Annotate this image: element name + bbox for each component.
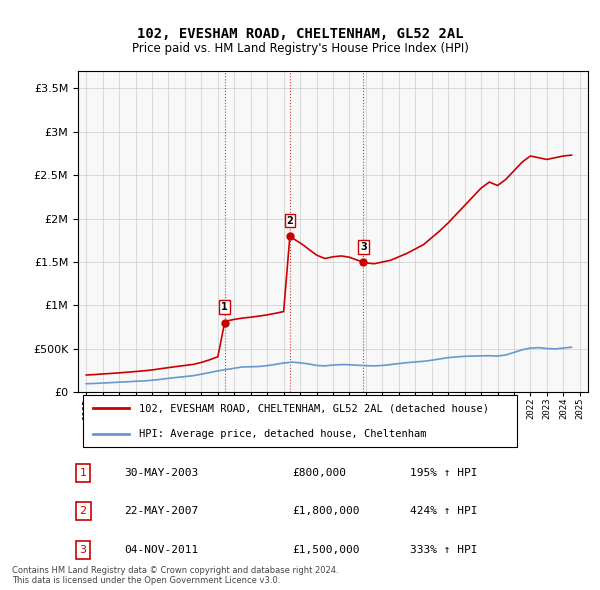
Text: 102, EVESHAM ROAD, CHELTENHAM, GL52 2AL: 102, EVESHAM ROAD, CHELTENHAM, GL52 2AL [137,27,463,41]
Text: £1,500,000: £1,500,000 [292,545,360,555]
Text: 30-MAY-2003: 30-MAY-2003 [124,468,198,478]
Text: Price paid vs. HM Land Registry's House Price Index (HPI): Price paid vs. HM Land Registry's House … [131,42,469,55]
Text: 195% ↑ HPI: 195% ↑ HPI [409,468,477,478]
Text: £1,800,000: £1,800,000 [292,506,360,516]
Text: 3: 3 [360,241,367,251]
Text: 2: 2 [80,506,86,516]
Text: 3: 3 [80,545,86,555]
FancyBboxPatch shape [83,395,517,447]
Text: 04-NOV-2011: 04-NOV-2011 [124,545,198,555]
Text: 333% ↑ HPI: 333% ↑ HPI [409,545,477,555]
Text: 22-MAY-2007: 22-MAY-2007 [124,506,198,516]
Text: 1: 1 [221,303,228,313]
Text: 102, EVESHAM ROAD, CHELTENHAM, GL52 2AL (detached house): 102, EVESHAM ROAD, CHELTENHAM, GL52 2AL … [139,404,489,414]
Text: 2: 2 [287,215,293,225]
Text: This data is licensed under the Open Government Licence v3.0.: This data is licensed under the Open Gov… [12,576,280,585]
Text: 424% ↑ HPI: 424% ↑ HPI [409,506,477,516]
Text: 1: 1 [80,468,86,478]
Text: HPI: Average price, detached house, Cheltenham: HPI: Average price, detached house, Chel… [139,428,427,438]
Text: £800,000: £800,000 [292,468,346,478]
Text: Contains HM Land Registry data © Crown copyright and database right 2024.: Contains HM Land Registry data © Crown c… [12,566,338,575]
